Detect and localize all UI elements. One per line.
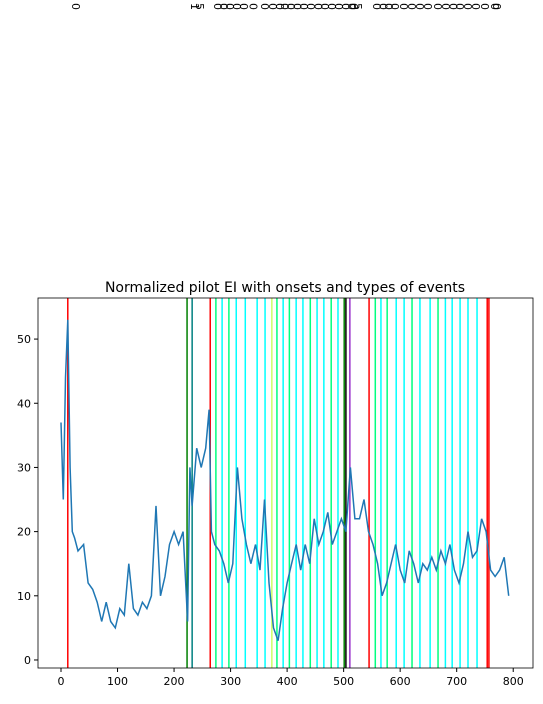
x-tick-label: 400 <box>277 675 298 688</box>
event-label: 1 <box>188 3 201 10</box>
x-tick-label: 300 <box>220 675 241 688</box>
x-tick-label: 600 <box>390 675 411 688</box>
event-label: 0 <box>284 3 297 10</box>
event-label: 0 <box>370 3 383 10</box>
event-label: 0 <box>297 3 310 10</box>
event-label: 0 <box>304 3 317 10</box>
x-tick-label: 0 <box>58 675 65 688</box>
plot-frame <box>37 297 534 669</box>
event-label: 0 <box>246 3 259 10</box>
event-label: 0 <box>211 3 224 10</box>
x-tick-label: 800 <box>503 675 524 688</box>
event-label: 0 <box>345 3 358 10</box>
y-tick-label: 40 <box>17 397 31 410</box>
event-label: 0 <box>311 3 324 10</box>
event-label: 0 <box>488 3 501 10</box>
event-label: 0 <box>237 3 250 10</box>
event-label: 0 <box>290 3 303 10</box>
event-label: 0 <box>332 3 345 10</box>
event-label: 0 <box>217 3 230 10</box>
event-label: 0 <box>388 3 401 10</box>
event-label: 0 <box>266 3 279 10</box>
chart-title: Normalized pilot EI with onsets and type… <box>105 280 465 296</box>
event-label: 0 <box>446 3 459 10</box>
y-tick-label: 20 <box>17 526 31 539</box>
event-label: 0 <box>413 3 426 10</box>
event-label: 0 <box>339 3 352 10</box>
x-tick-label: 700 <box>446 675 467 688</box>
y-tick-label: 0 <box>24 654 31 667</box>
data-line <box>60 319 510 641</box>
y-tick-label: 10 <box>17 590 31 603</box>
event-label: 0 <box>318 3 331 10</box>
event-label: 0 <box>490 3 503 10</box>
event-label: 0 <box>439 3 452 10</box>
y-tick-label: 50 <box>17 333 31 346</box>
y-tick-label: 30 <box>17 461 31 474</box>
event-label: 0 <box>461 3 474 10</box>
event-label: 0 <box>347 3 360 10</box>
event-label: 0 <box>230 3 243 10</box>
event-label: 0 <box>405 3 418 10</box>
event-label: 0 <box>469 3 482 10</box>
event-label: 0 <box>223 3 236 10</box>
event-label: 0 <box>453 3 466 10</box>
event-label: 0 <box>421 3 434 10</box>
event-label: 0 <box>258 3 271 10</box>
event-label: 0 <box>278 3 291 10</box>
event-label: 5 <box>351 3 364 10</box>
event-label: 0 <box>478 3 491 10</box>
event-label: 0 <box>273 3 286 10</box>
x-tick-label: 500 <box>333 675 354 688</box>
x-tick-label: 100 <box>107 675 128 688</box>
event-label: 0 <box>431 3 444 10</box>
x-tick-label: 200 <box>164 675 185 688</box>
event-label: 0 <box>397 3 410 10</box>
event-label: 0 <box>69 3 82 10</box>
event-label: 0 <box>382 3 395 10</box>
event-label: 0 <box>325 3 338 10</box>
event-label: 5 <box>193 3 206 10</box>
event-label: 0 <box>376 3 389 10</box>
